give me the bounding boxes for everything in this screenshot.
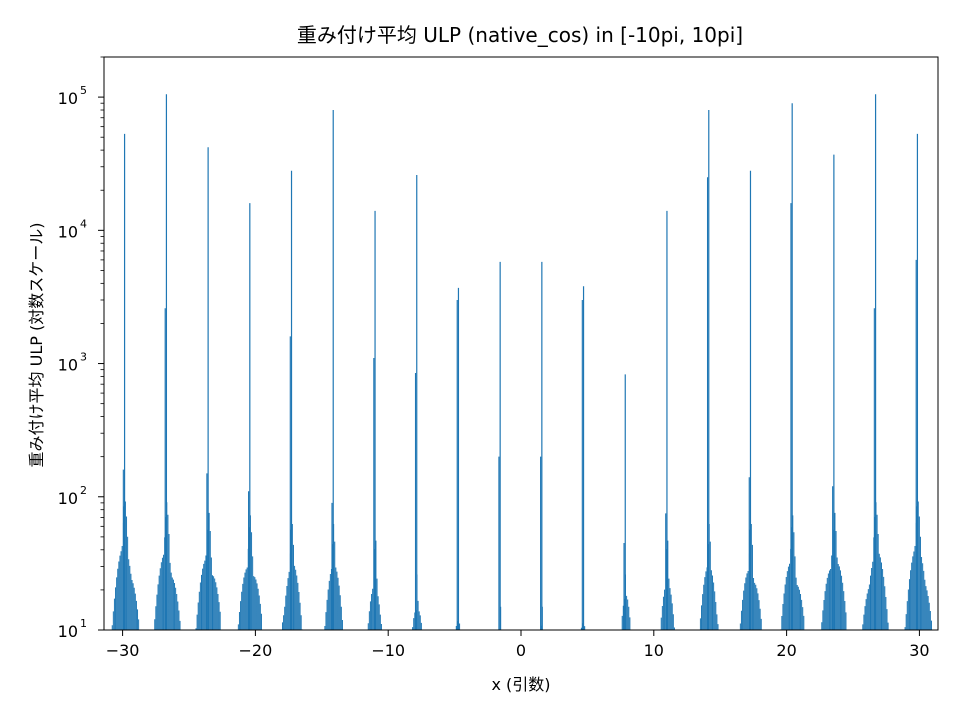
y-tick-label: 10 [58, 489, 78, 508]
y-tick-label: 10 [58, 222, 78, 241]
chart-title: 重み付け平均 ULP (native_cos) in [-10pi, 10pi] [297, 23, 743, 47]
y-tick-exponent: 2 [80, 484, 87, 497]
x-tick-label: 10 [644, 641, 664, 660]
x-tick-label: −10 [371, 641, 405, 660]
x-tick-label: −30 [106, 641, 140, 660]
x-tick-label: 30 [909, 641, 929, 660]
y-tick-exponent: 1 [80, 617, 87, 630]
x-axis-label: x (引数) [491, 675, 550, 694]
y-axis-label: 重み付け平均 ULP (対数スケール) [27, 223, 46, 468]
y-tick-exponent: 4 [80, 217, 87, 230]
y-tick-label: 10 [58, 356, 78, 375]
y-tick-exponent: 5 [80, 84, 87, 97]
y-tick-label: 10 [58, 622, 78, 641]
x-tick-label: 20 [776, 641, 796, 660]
y-tick-label: 10 [58, 89, 78, 108]
x-tick-label: 0 [516, 641, 526, 660]
x-tick-label: −20 [239, 641, 273, 660]
x-axis: −30 −20 −10 0 10 20 30 [106, 630, 930, 660]
y-tick-exponent: 3 [80, 351, 87, 364]
